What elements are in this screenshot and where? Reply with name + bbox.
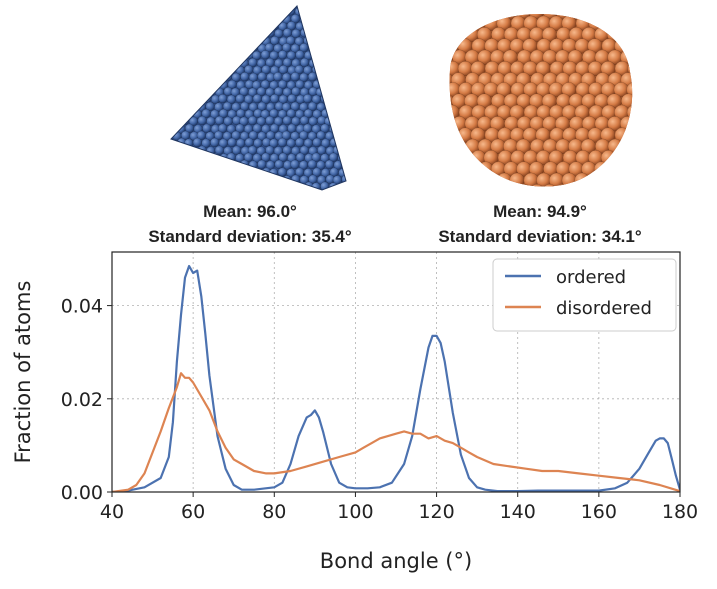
- y-axis-label: Fraction of atoms: [11, 281, 35, 464]
- disordered-nanoparticle-icon: [449, 14, 633, 187]
- plot-area: 40 60 80 100 120 140 160 180 0.00 0.02 0.04: [61, 251, 698, 523]
- legend-label-disordered: disordered: [556, 298, 652, 319]
- ordered-std: Standard deviation: 35.4°: [148, 227, 352, 246]
- x-tick-label: 180: [662, 501, 698, 523]
- legend-label-ordered: ordered: [556, 267, 626, 288]
- y-tick-label: 0.00: [61, 482, 103, 504]
- x-tick-label: 40: [100, 501, 124, 523]
- series-line-ordered: [112, 264, 680, 492]
- x-axis-label: Bond angle (°): [320, 549, 472, 573]
- tetrahedral-nanoparticle-icon: [170, 5, 347, 191]
- x-tick-label: 100: [337, 501, 373, 523]
- series-line-disordered: [112, 372, 680, 492]
- x-tick-label: 140: [500, 501, 536, 523]
- disordered-stats: Mean: 94.9° Standard deviation: 34.1°: [390, 199, 690, 249]
- axes-frame: [111, 251, 681, 493]
- y-tick-label: 0.04: [61, 296, 103, 318]
- x-tick-label: 80: [262, 501, 286, 523]
- legend: ordered disordered: [492, 258, 677, 332]
- ordered-stats: Mean: 96.0° Standard deviation: 35.4°: [100, 199, 400, 249]
- x-tick-label: 60: [181, 501, 205, 523]
- disordered-mean: Mean: 94.9°: [493, 202, 587, 221]
- x-tick-label: 160: [581, 501, 617, 523]
- x-tick-label: 120: [418, 501, 454, 523]
- ordered-mean: Mean: 96.0°: [203, 202, 297, 221]
- y-tick-label: 0.02: [61, 389, 103, 411]
- disordered-std: Standard deviation: 34.1°: [438, 227, 642, 246]
